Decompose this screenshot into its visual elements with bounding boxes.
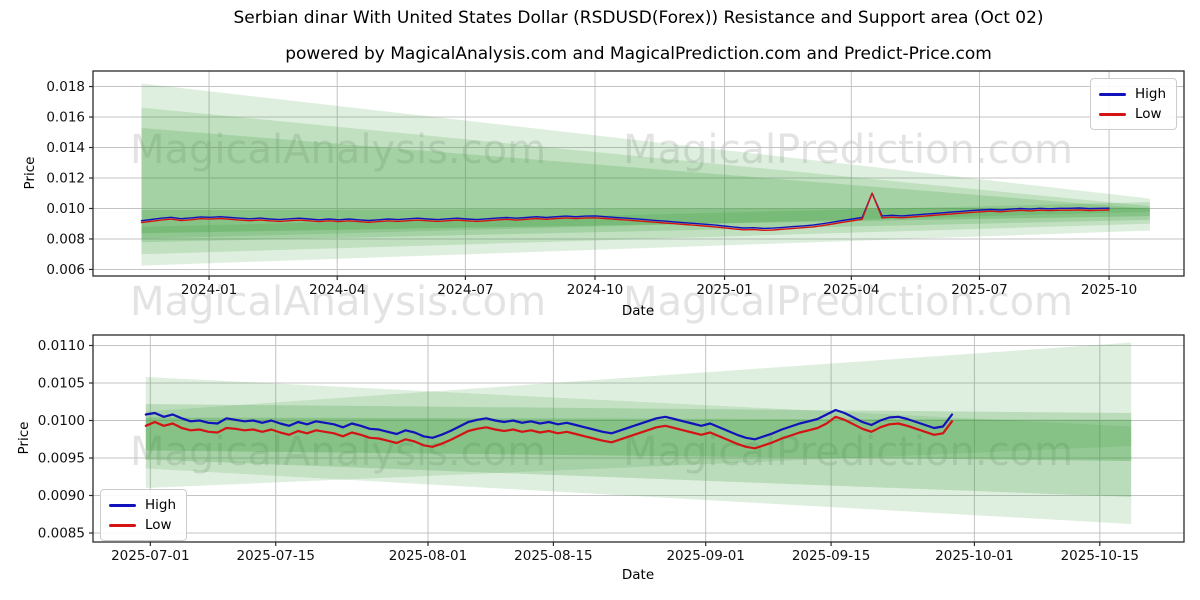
y-tick-label: 0.010 — [46, 201, 85, 217]
x-tick-label: 2024-07 — [437, 282, 493, 298]
support-resistance-band — [145, 342, 1132, 488]
chart-full-history: 2024-01 2024-04 2024-07 2024-10 2025-01 2025-… — [46, 70, 1185, 298]
high-line-swatch — [109, 503, 136, 507]
top-x-axis-label: Date — [621, 303, 655, 319]
y-tick-label: 0.0095 — [38, 451, 85, 467]
x-tick-label: 2024-04 — [309, 282, 365, 298]
x-tick-label: 2025-10-15 — [1061, 548, 1139, 564]
low-line-swatch — [109, 523, 136, 527]
legend-label-high: High — [1134, 86, 1166, 102]
y-tick-label: 0.0090 — [38, 488, 85, 504]
top-y-axis-label: Price — [22, 156, 38, 190]
support-resistance-band — [141, 128, 1150, 243]
y-tick-label: 0.008 — [46, 231, 85, 247]
legend-item-high: High — [1098, 84, 1166, 104]
y-tick-label: 0.014 — [46, 140, 85, 156]
x-tick-label: 2025-04 — [823, 282, 879, 298]
support-resistance-band — [145, 377, 1132, 524]
y-tick-label: 0.018 — [46, 79, 85, 95]
x-tick-label: 2025-01 — [696, 282, 752, 298]
legend-item-low: Low — [109, 515, 176, 535]
x-tick-label: 2025-07-15 — [236, 548, 314, 564]
low-line — [144, 415, 954, 450]
y-tick-label: 0.0110 — [38, 338, 85, 354]
y-tick-label: 0.0100 — [38, 413, 85, 429]
chart-recent-three-months: 2025-07-01 2025-07-15 2025-08-01 2025-08-15… — [38, 334, 1185, 564]
bottom-x-axis-label: Date — [621, 567, 655, 583]
x-tick-label: 2024-10 — [567, 282, 623, 298]
y-tick-label: 0.0085 — [38, 526, 85, 542]
support-resistance-band — [141, 83, 1150, 266]
chart-title: Serbian dinar With United States Dollar … — [233, 8, 1044, 28]
x-tick-label: 2025-07 — [951, 282, 1007, 298]
x-tick-label: 2025-09-15 — [792, 548, 870, 564]
x-tick-label: 2025-08-01 — [389, 548, 467, 564]
legend-label-high: High — [145, 497, 177, 513]
x-tick-label: 2024-01 — [181, 282, 237, 298]
chart-subtitle: powered by MagicalAnalysis.com and Magic… — [285, 44, 992, 64]
high-line — [140, 192, 1110, 230]
bottom-y-axis-label: Price — [16, 421, 32, 455]
x-tick-label: 2025-08-15 — [514, 548, 592, 564]
legend-bottom-chart: High Low — [100, 489, 188, 541]
x-tick-label: 2025-07-01 — [111, 548, 189, 564]
legend-top-chart: High Low — [1089, 78, 1177, 130]
high-line — [144, 408, 954, 441]
x-tick-label: 2025-10 — [1081, 282, 1137, 298]
x-tick-label: 2025-10-01 — [935, 548, 1013, 564]
legend-label-low: Low — [1134, 106, 1162, 122]
y-tick-label: 0.012 — [46, 170, 85, 186]
support-resistance-band — [141, 202, 1150, 239]
legend-item-low: Low — [1098, 104, 1166, 124]
low-line — [140, 192, 1110, 232]
support-resistance-band — [145, 417, 1132, 461]
legend-label-low: Low — [145, 517, 172, 533]
y-tick-label: 0.016 — [46, 110, 85, 126]
y-tick-label: 0.006 — [46, 262, 85, 278]
y-tick-label: 0.0105 — [38, 376, 85, 392]
low-line-swatch — [1098, 112, 1126, 116]
high-line-swatch — [1098, 92, 1126, 96]
support-resistance-band — [141, 207, 1150, 234]
x-tick-label: 2025-09-01 — [666, 548, 744, 564]
legend-item-high: High — [109, 495, 176, 515]
support-resistance-band — [145, 404, 1132, 497]
